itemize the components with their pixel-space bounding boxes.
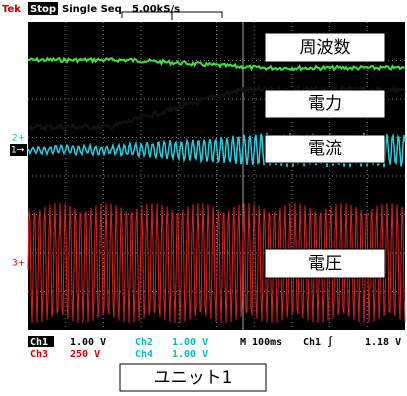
label: 電圧 xyxy=(308,254,342,274)
ch1-scale: 1.00 V xyxy=(70,337,106,348)
ch3-marker: 3+ xyxy=(12,259,25,269)
ch4-scale: 1.00 V xyxy=(172,349,208,360)
trigger-level: 1.18 V xyxy=(365,337,401,348)
brand: Tek xyxy=(2,4,21,15)
ch2-marker: 2+ xyxy=(12,134,25,144)
ch3: Ch3 xyxy=(30,349,48,360)
ch1: Ch1 xyxy=(30,337,48,348)
ch4: Ch4 xyxy=(135,349,153,360)
trigger: Ch1 ∫ xyxy=(303,336,333,348)
label: 電力 xyxy=(308,94,342,114)
caption: ユニット1 xyxy=(154,368,233,388)
ch3-scale: 250 V xyxy=(70,349,100,360)
timebase: M 100ms xyxy=(240,337,282,348)
status: Stop xyxy=(30,4,56,15)
mode: Single Seq xyxy=(62,4,122,15)
label: 周波数 xyxy=(300,38,351,58)
readout: Ch1 1.00 V Ch2 1.00 V M 100ms Ch1 ∫ 1.18… xyxy=(28,336,401,360)
sample-rate: 5.00kS/s xyxy=(132,4,180,15)
ch2: Ch2 xyxy=(135,337,153,348)
ch1-marker: 1→ xyxy=(11,146,25,156)
ch2-scale: 1.00 V xyxy=(172,337,208,348)
label: 電流 xyxy=(308,139,342,159)
scope-screenshot: Tek Stop Single Seq 5.00kS/s 2+ 1→ 3+ 周波… xyxy=(0,0,407,392)
